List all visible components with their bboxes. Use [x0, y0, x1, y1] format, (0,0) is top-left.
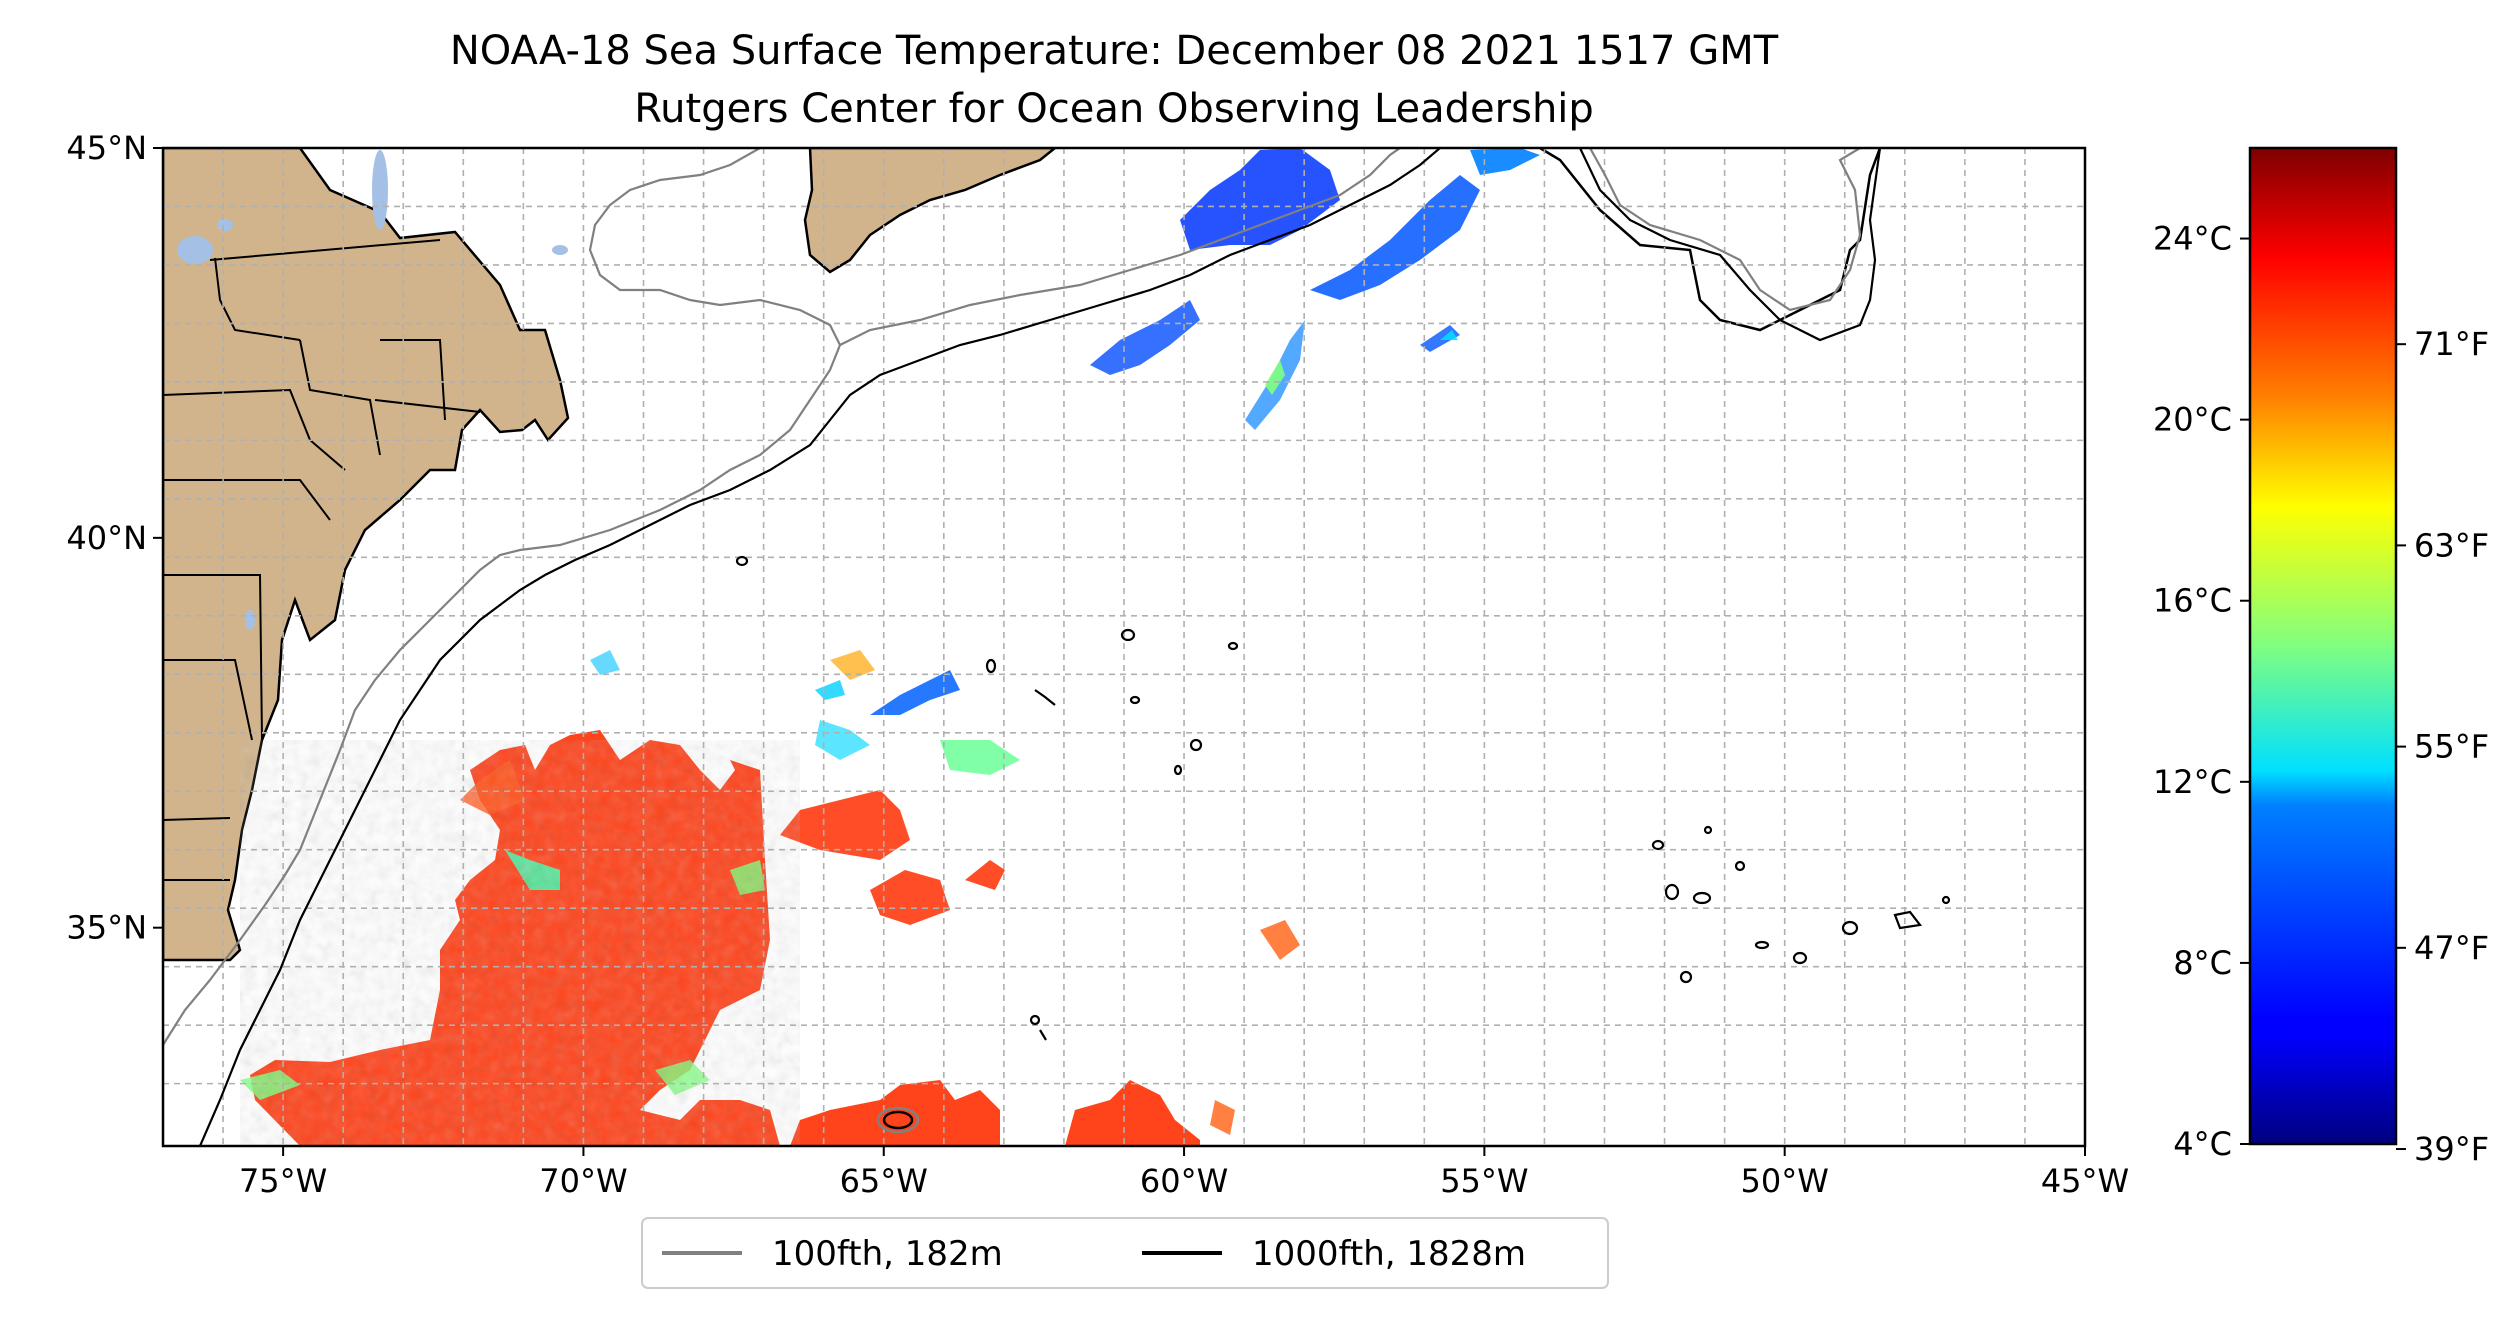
- isobath-1000fth: [198, 148, 1882, 1146]
- lakes: [177, 150, 568, 630]
- x-tick-label: 70°W: [539, 1162, 627, 1200]
- map-title: NOAA-18 Sea Surface Temperature: Decembe…: [450, 28, 1779, 74]
- colorbar-celsius-label: 24°C: [2153, 220, 2232, 258]
- colorbar-gradient: [2248, 146, 2398, 1146]
- x-tick-label: 60°W: [1140, 1162, 1228, 1200]
- colorbar-celsius-label: 8°C: [2173, 944, 2232, 982]
- sst-data: [240, 148, 1540, 1146]
- colorbar-celsius-label: 4°C: [2173, 1125, 2232, 1163]
- colorbar-fahrenheit-label: 55°F: [2414, 728, 2489, 766]
- sst-cold-patch-north: [1180, 148, 1340, 250]
- colorbar-celsius-label: 16°C: [2153, 582, 2232, 620]
- map-gridlines: [163, 148, 2085, 1146]
- colorbar-fahrenheit-label: 47°F: [2414, 929, 2489, 967]
- y-tick-label: 40°N: [66, 519, 147, 557]
- state-borders: [163, 239, 481, 881]
- x-tick-label: 45°W: [2041, 1162, 2129, 1200]
- colorbar-fahrenheit-label: 39°F: [2414, 1130, 2489, 1168]
- legend-label-1000fth: 1000fth, 1828m: [1252, 1234, 1526, 1274]
- isobath-100fth: [163, 148, 1862, 1046]
- colorbar: 4°C 8°C 12°C 16°C 20°C 24°C 39°F 47°F 55°F 63°F 71…: [2153, 146, 2489, 1168]
- colorbar-fahrenheit-label: 63°F: [2414, 526, 2489, 564]
- x-tick-label: 55°W: [1440, 1162, 1528, 1200]
- y-tick-label: 35°N: [66, 909, 147, 947]
- legend-label-100fth: 100fth, 182m: [772, 1234, 1003, 1274]
- colorbar-celsius-label: 20°C: [2153, 401, 2232, 439]
- map-axes: 75°W 70°W 65°W 60°W 55°W 50°W 45°W 35°N 40°N 45°N: [66, 129, 2129, 1200]
- map-frame: [161, 146, 2087, 1148]
- land-nova-scotia: [803, 148, 1058, 274]
- colorbar-fahrenheit-label: 71°F: [2414, 325, 2489, 363]
- x-tick-label: 50°W: [1741, 1162, 1829, 1200]
- colorbar-ticks: 4°C 8°C 12°C 16°C 20°C 24°C 39°F 47°F 55°F 63°F 71…: [2153, 220, 2489, 1168]
- isobath-legend: 100fth, 182m 1000fth, 1828m: [641, 1217, 1609, 1289]
- legend-box: [641, 1217, 1609, 1289]
- map-panel[interactable]: [163, 148, 2085, 1146]
- colorbar-celsius-label: 12°C: [2153, 763, 2232, 801]
- seamount-contours: [735, 555, 1951, 1041]
- bermuda-contours: [876, 1106, 920, 1134]
- y-tick-label: 45°N: [66, 129, 147, 167]
- x-tick-label: 65°W: [840, 1162, 928, 1200]
- x-tick-label: 75°W: [239, 1162, 327, 1200]
- map-subtitle: Rutgers Center for Ocean Observing Leade…: [634, 86, 1594, 132]
